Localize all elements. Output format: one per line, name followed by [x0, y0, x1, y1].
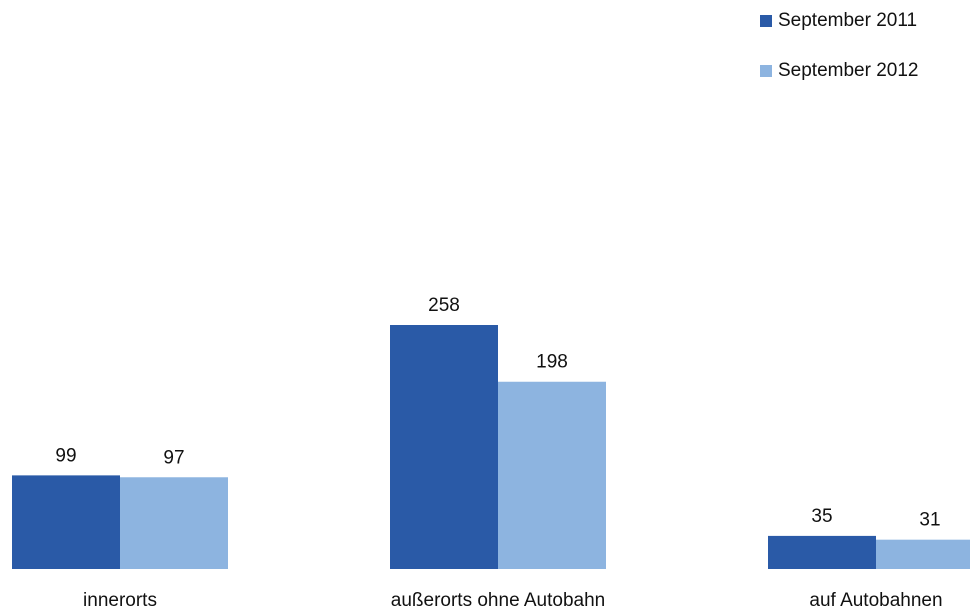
legend-label-2012: September 2012	[778, 60, 919, 81]
value-label-0-0: 99	[55, 445, 76, 466]
value-label-2-1: 31	[919, 510, 940, 531]
bar-0-0	[12, 475, 120, 569]
value-label-1-1: 198	[536, 352, 568, 373]
bar-0-1	[120, 477, 228, 569]
category-label-2: auf Autobahnen	[809, 590, 942, 611]
bar-1-1	[498, 381, 606, 569]
legend: September 2011 September 2012	[760, 8, 919, 108]
legend-label-2011: September 2011	[778, 10, 918, 31]
category-label-1: außerorts ohne Autobahn	[391, 590, 605, 611]
legend-item-2012: September 2012	[760, 58, 919, 84]
category-label-0: innerorts	[83, 590, 157, 611]
value-label-0-1: 97	[163, 447, 184, 468]
legend-swatch-2012	[760, 65, 772, 77]
value-label-2-0: 35	[811, 506, 832, 527]
bar-2-1	[876, 539, 970, 569]
legend-swatch-2011	[760, 15, 772, 27]
bar-2-0	[768, 535, 876, 569]
legend-item-2011: September 2011	[760, 8, 919, 34]
bar-1-0	[390, 325, 498, 569]
value-label-1-0: 258	[428, 295, 460, 316]
